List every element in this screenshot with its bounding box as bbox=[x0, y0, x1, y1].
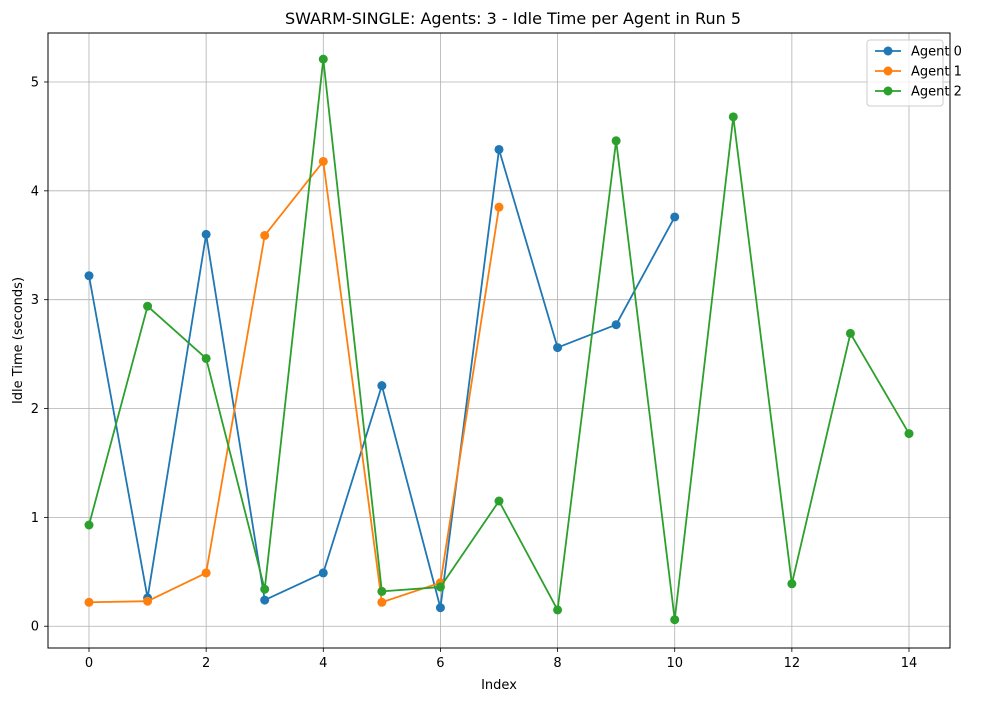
y-tick-label: 2 bbox=[31, 402, 39, 417]
y-axis-title: Idle Time (seconds) bbox=[11, 277, 26, 404]
data-point bbox=[494, 496, 504, 506]
y-tick-label: 3 bbox=[31, 293, 39, 308]
series-agent-0 bbox=[84, 144, 680, 613]
x-axis-title: Index bbox=[481, 678, 517, 693]
data-point bbox=[201, 568, 211, 578]
data-point bbox=[377, 597, 387, 607]
chart-title: SWARM-SINGLE: Agents: 3 - Idle Time per … bbox=[285, 9, 741, 28]
data-point bbox=[494, 202, 504, 212]
legend-label: Agent 1 bbox=[911, 65, 962, 80]
plot-frame bbox=[47, 32, 951, 649]
data-point bbox=[260, 230, 270, 240]
y-tick-label: 4 bbox=[31, 184, 39, 199]
x-tick-label: 0 bbox=[85, 656, 93, 671]
data-point bbox=[201, 229, 211, 239]
data-point bbox=[494, 144, 504, 154]
data-point bbox=[260, 595, 270, 605]
x-tick-label: 2 bbox=[202, 656, 210, 671]
data-point bbox=[611, 136, 621, 146]
legend: Agent 0 Agent 1 Agent 2 bbox=[866, 39, 962, 107]
x-tick-label: 4 bbox=[319, 656, 327, 671]
data-point bbox=[787, 579, 797, 589]
legend-marker bbox=[883, 86, 893, 96]
series-agent-2 bbox=[84, 54, 914, 625]
data-point bbox=[553, 605, 563, 615]
grid bbox=[48, 33, 950, 648]
data-point bbox=[143, 301, 153, 311]
x-tick-label: 14 bbox=[901, 656, 918, 671]
x-tick-label: 8 bbox=[553, 656, 561, 671]
data-point bbox=[84, 271, 94, 281]
data-point bbox=[435, 582, 445, 592]
data-point bbox=[260, 584, 270, 594]
y-tick-label: 5 bbox=[31, 75, 39, 90]
data-point bbox=[318, 156, 328, 166]
data-point bbox=[611, 320, 621, 330]
series-layer bbox=[84, 54, 914, 625]
series-line bbox=[88, 160, 500, 604]
x-tick-label: 12 bbox=[784, 656, 801, 671]
data-point bbox=[318, 568, 328, 578]
legend-label: Agent 2 bbox=[911, 85, 962, 100]
series-agent-1 bbox=[84, 156, 504, 607]
data-point bbox=[904, 429, 914, 439]
data-point bbox=[84, 597, 94, 607]
data-point bbox=[84, 520, 94, 530]
legend-marker bbox=[883, 66, 893, 76]
x-tick-label: 10 bbox=[666, 656, 683, 671]
legend-marker bbox=[883, 46, 893, 56]
data-point bbox=[435, 603, 445, 613]
data-point bbox=[553, 343, 563, 353]
x-tick-label: 6 bbox=[436, 656, 444, 671]
data-point bbox=[377, 381, 387, 391]
data-point bbox=[670, 615, 680, 625]
data-point bbox=[728, 112, 738, 122]
data-point bbox=[143, 596, 153, 606]
data-point bbox=[201, 353, 211, 363]
y-tick-label: 0 bbox=[31, 620, 39, 635]
data-point bbox=[670, 212, 680, 222]
data-point bbox=[318, 54, 328, 64]
legend-label: Agent 0 bbox=[911, 45, 962, 60]
y-tick-label: 1 bbox=[31, 511, 39, 526]
data-point bbox=[845, 328, 855, 338]
data-point bbox=[377, 586, 387, 596]
